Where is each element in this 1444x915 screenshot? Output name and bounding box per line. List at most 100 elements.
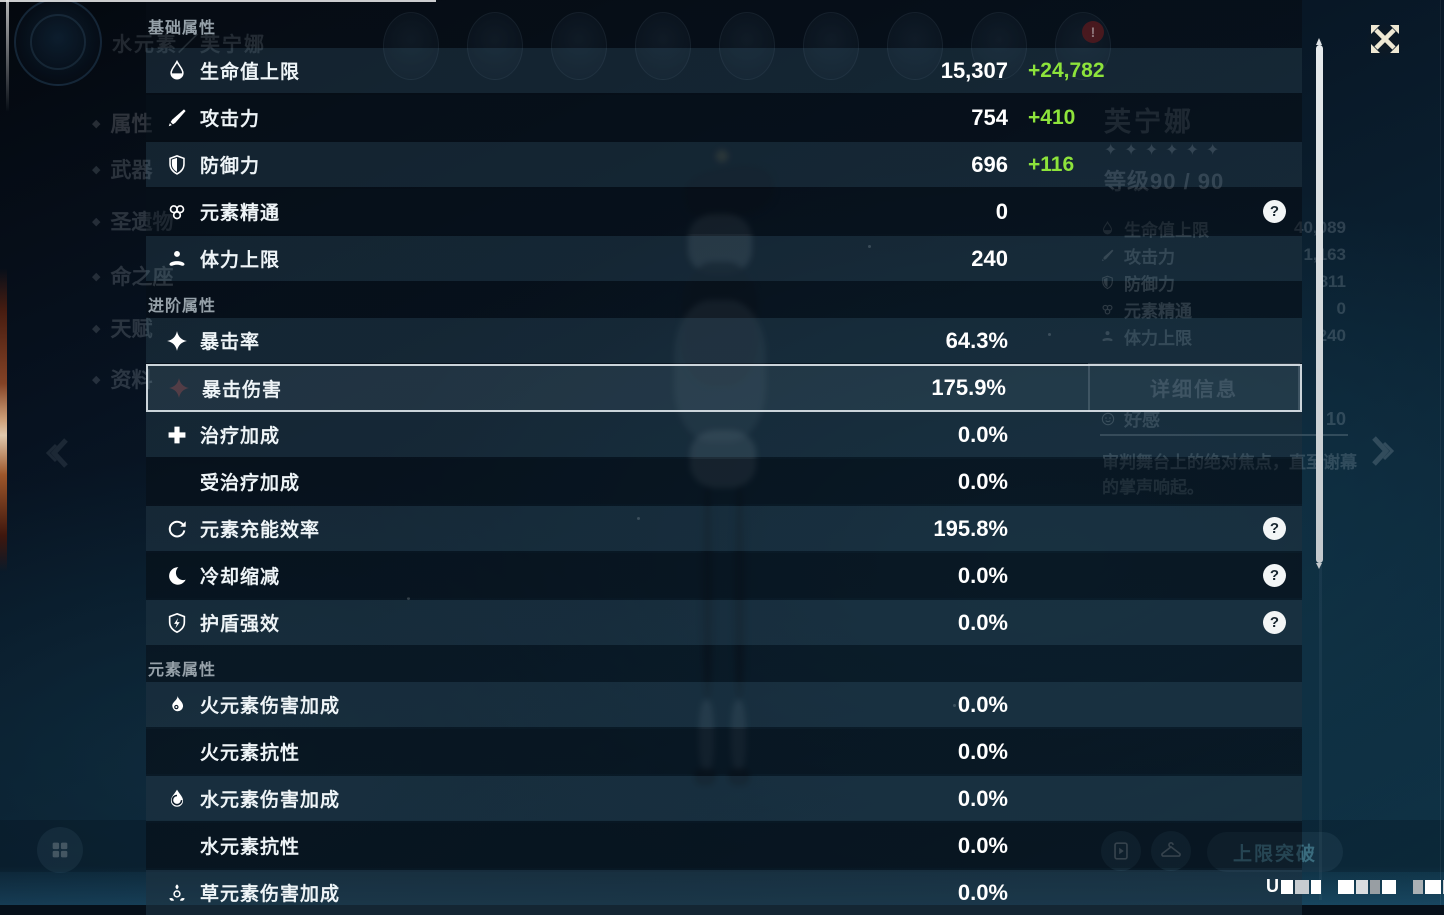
diamond-bullet-icon: ◆ bbox=[92, 163, 101, 176]
dendro-icon bbox=[166, 882, 188, 904]
window-edge-sliver bbox=[6, 0, 9, 112]
energy-recharge-icon bbox=[166, 518, 188, 540]
avatar-slot[interactable] bbox=[803, 12, 859, 80]
censor-block bbox=[1356, 880, 1368, 894]
sidebar-item-constellation[interactable]: ◆ 命之座 bbox=[92, 261, 173, 291]
stat-value: 0.0% bbox=[957, 562, 1008, 588]
help-icon[interactable]: ? bbox=[1263, 200, 1286, 223]
stat-row-dendro-dmg-bonus[interactable]: 草元素伤害加成 0.0% bbox=[146, 870, 1302, 915]
stat-value: 0.0% bbox=[957, 421, 1008, 447]
notification-badge: ! bbox=[1082, 21, 1104, 43]
bg-stat-label: 生命值上限 bbox=[1124, 220, 1209, 240]
stat-bonus: +116 bbox=[1028, 152, 1075, 176]
help-icon[interactable]: ? bbox=[1263, 564, 1286, 587]
hydro-emblem-icon bbox=[14, 0, 102, 86]
help-icon[interactable]: ? bbox=[1263, 611, 1286, 634]
stat-label: 攻击力 bbox=[200, 109, 261, 130]
character-level: 等级90 / 90 bbox=[1104, 169, 1225, 194]
stat-row-def[interactable]: 防御力 696 +116 bbox=[146, 142, 1302, 187]
stat-label: 体力上限 bbox=[200, 250, 281, 271]
section-header-advanced: 进阶属性 bbox=[148, 298, 217, 315]
stat-row-pyro-res[interactable]: 火元素抗性 0.0% bbox=[146, 729, 1302, 774]
stat-row-pyro-dmg-bonus[interactable]: 火元素伤害加成 0.0% bbox=[146, 682, 1302, 727]
stat-value: 0 bbox=[995, 198, 1008, 224]
avatar-slot[interactable] bbox=[719, 12, 775, 80]
def-icon bbox=[1100, 275, 1115, 290]
censor-block bbox=[1370, 880, 1380, 894]
avatar-slot[interactable] bbox=[635, 12, 691, 80]
stat-row-atk[interactable]: 攻击力 754 +410 bbox=[146, 95, 1302, 140]
stat-value: 0.0% bbox=[957, 691, 1008, 717]
bg-stat-row: 元素精通 0 bbox=[1100, 297, 1346, 321]
friendship-row: 好感 10 bbox=[1100, 406, 1346, 432]
ascend-button[interactable]: 上限突破 bbox=[1207, 832, 1343, 872]
avatar-slot[interactable] bbox=[551, 12, 607, 80]
censor-block bbox=[1382, 880, 1396, 894]
censor-block bbox=[1311, 880, 1321, 894]
stat-value: 0.0% bbox=[957, 785, 1008, 811]
stat-row-crit-dmg[interactable]: 暴击伤害 175.9% bbox=[146, 364, 1302, 412]
sidebar-item-artifacts[interactable]: ◆ 圣遗物 bbox=[92, 206, 173, 236]
stat-label: 元素精通 bbox=[200, 203, 281, 224]
scrollbar-thumb[interactable] bbox=[1316, 38, 1323, 569]
sidebar-item-label: 武器 bbox=[110, 159, 153, 182]
stat-value: 696 bbox=[971, 151, 1008, 177]
censor-block bbox=[1413, 880, 1423, 894]
stat-label: 火元素抗性 bbox=[200, 743, 301, 764]
help-icon[interactable]: ? bbox=[1263, 517, 1286, 540]
stat-label: 生命值上限 bbox=[200, 62, 301, 83]
diamond-bullet-icon: ◆ bbox=[92, 270, 101, 283]
stat-row-max-stamina[interactable]: 体力上限 240 bbox=[146, 236, 1302, 281]
window-edge-line bbox=[0, 0, 436, 2]
stat-value: 754 bbox=[971, 104, 1008, 130]
avatar-slot[interactable] bbox=[971, 12, 1027, 80]
bg-stat-label: 攻击力 bbox=[1124, 247, 1175, 267]
stat-row-hydro-dmg-bonus[interactable]: 水元素伤害加成 0.0% bbox=[146, 776, 1302, 821]
avatar-slot[interactable] bbox=[887, 12, 943, 80]
close-icon bbox=[1368, 22, 1402, 61]
party-menu-button[interactable] bbox=[37, 827, 83, 873]
stat-row-healing-bonus[interactable]: 治疗加成 0.0% bbox=[146, 412, 1302, 457]
diamond-bullet-icon: ◆ bbox=[92, 322, 101, 335]
censor-blocks bbox=[1281, 880, 1444, 896]
stat-value: 0.0% bbox=[957, 468, 1008, 494]
sidebar-item-label: 资料 bbox=[110, 369, 153, 392]
avatar-slot[interactable] bbox=[383, 12, 439, 80]
atk-icon bbox=[1100, 248, 1115, 263]
stat-row-hydro-res[interactable]: 水元素抗性 0.0% bbox=[146, 823, 1302, 868]
stat-label: 护盾强效 bbox=[200, 614, 281, 635]
friendship-icon bbox=[1100, 411, 1116, 427]
stamina-icon bbox=[166, 248, 188, 270]
stat-label: 水元素抗性 bbox=[200, 837, 301, 858]
outfit-button[interactable] bbox=[1151, 831, 1191, 871]
avatar-slot[interactable] bbox=[467, 12, 523, 80]
healing-icon bbox=[166, 424, 188, 446]
shield-strength-icon bbox=[166, 612, 188, 634]
sidebar-item-attributes[interactable]: ◆ 属性 bbox=[92, 108, 152, 138]
sidebar-item-talents[interactable]: ◆ 天赋 bbox=[92, 313, 152, 343]
stat-value: 0.0% bbox=[957, 832, 1008, 858]
stat-row-shield-strength[interactable]: 护盾强效 0.0%? bbox=[146, 600, 1302, 645]
stat-bonus: +24,782 bbox=[1028, 58, 1105, 82]
stat-label: 元素充能效率 bbox=[200, 520, 321, 541]
avatar-slot[interactable]: ! bbox=[1055, 12, 1111, 80]
character-card-button[interactable] bbox=[1101, 831, 1141, 871]
stat-row-incoming-healing-bonus[interactable]: 受治疗加成 0.0% bbox=[146, 459, 1302, 504]
stat-row-cd-reduction[interactable]: 冷却缩减 0.0%? bbox=[146, 553, 1302, 598]
stat-row-energy-recharge[interactable]: 元素充能效率 195.8%? bbox=[146, 506, 1302, 551]
stat-label: 暴击率 bbox=[200, 332, 261, 353]
sidebar-item-profile[interactable]: ◆ 资料 bbox=[92, 364, 152, 394]
prev-character-chevron[interactable] bbox=[44, 436, 70, 475]
close-button[interactable] bbox=[1366, 23, 1403, 60]
friendship-label: 好感 bbox=[1124, 410, 1160, 430]
bg-stat-row: 防御力 811 bbox=[1100, 270, 1346, 294]
stat-row-max-hp[interactable]: 生命值上限 15,307 +24,782 bbox=[146, 48, 1302, 93]
censor-block bbox=[1338, 880, 1354, 894]
stat-row-crit-rate[interactable]: 暴击率 64.3% bbox=[146, 318, 1302, 363]
next-character-chevron[interactable] bbox=[1370, 434, 1396, 473]
sidebar-item-weapon[interactable]: ◆ 武器 bbox=[92, 154, 152, 184]
stat-row-elemental-mastery[interactable]: 元素精通 0? bbox=[146, 189, 1302, 234]
